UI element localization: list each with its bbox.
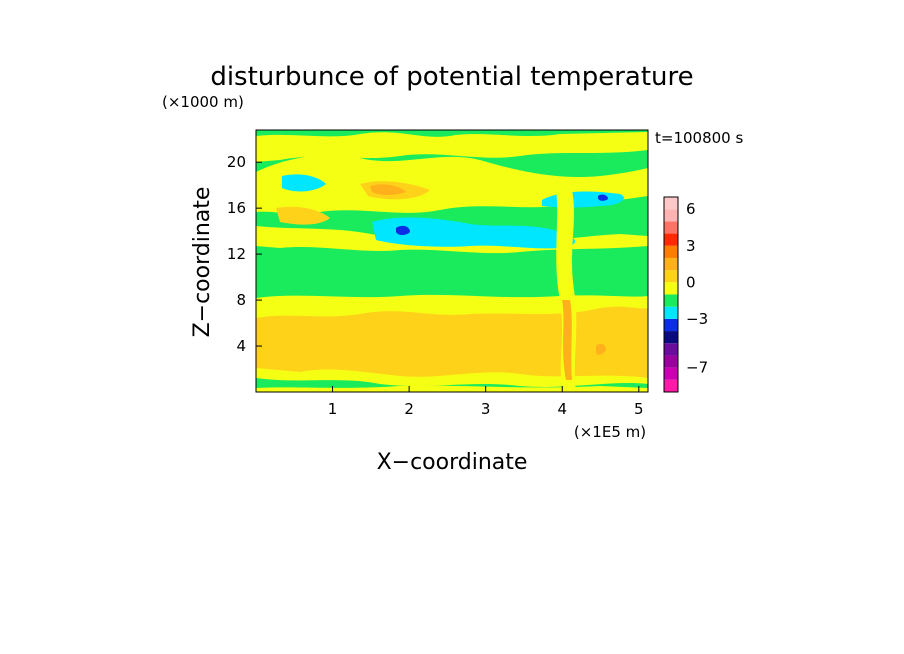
x-tick-label: 1 — [328, 400, 338, 418]
y-tick-label: 16 — [227, 199, 246, 217]
x-tick-label: 4 — [557, 400, 567, 418]
field-bottom-yellow — [256, 385, 648, 392]
colorbar-tick-label: 6 — [686, 200, 696, 218]
field-blue-core-right — [598, 194, 608, 201]
x-tick-label: 2 — [404, 400, 414, 418]
y-unit-label: (×1000 m) — [162, 93, 244, 111]
field-lower-orange — [256, 306, 648, 378]
colorbar-swatch — [664, 343, 678, 356]
colorbar-swatch — [664, 221, 678, 234]
field-cyan-left — [282, 174, 326, 192]
chart-title: disturbunce of potential temperature — [210, 62, 693, 92]
x-tick-label: 3 — [481, 400, 491, 418]
colorbar-swatch — [664, 282, 678, 295]
colorbar-swatch — [664, 257, 678, 271]
colorbar-swatch — [664, 270, 678, 283]
y-axis-ticks: 4 8 12 16 20 — [227, 153, 262, 355]
colorbar-swatch — [664, 318, 678, 332]
y-axis-title: Z−coordinate — [190, 187, 215, 338]
colorbar-swatch — [664, 355, 678, 368]
y-tick-label: 20 — [227, 153, 246, 171]
colorbar-tick-label: 0 — [686, 273, 696, 291]
x-tick-label: 5 — [634, 400, 644, 418]
field-cyan-mid — [372, 217, 575, 249]
x-unit-label: (×1E5 m) — [574, 423, 646, 441]
plot-frame — [255, 129, 649, 393]
y-tick-label: 12 — [227, 245, 246, 263]
colorbar-swatch — [664, 367, 678, 380]
field-orange-blob-left — [276, 206, 330, 225]
field-jet-orange — [562, 300, 572, 380]
colorbar-tick-label: −3 — [686, 310, 708, 328]
field-orange-spot — [596, 343, 606, 355]
field-top-yellow — [256, 132, 648, 162]
y-tick-label: 4 — [236, 337, 246, 355]
colorbar-swatch — [664, 209, 678, 222]
colorbar-swatch — [664, 294, 678, 307]
colorbar: 6 3 0 −3 −7 — [663, 196, 708, 393]
colorbar-swatch — [664, 233, 678, 246]
colorbar-frame — [663, 196, 679, 393]
colorbar-tick-label: −7 — [686, 359, 708, 377]
colorbar-swatch — [664, 197, 678, 210]
x-axis-ticks: 1 2 3 4 5 — [328, 386, 644, 418]
time-label: t=100800 s — [655, 129, 743, 147]
colorbar-swatch — [664, 306, 678, 319]
colorbar-tick-label: 3 — [686, 237, 696, 255]
colorbar-swatch — [664, 379, 678, 392]
colorbar-swatch — [664, 245, 678, 258]
field-orange-core-upper — [370, 184, 406, 195]
contour-field — [256, 130, 648, 392]
field-blue-core — [396, 225, 410, 235]
x-axis-title: X−coordinate — [377, 450, 528, 475]
y-tick-label: 8 — [236, 291, 246, 309]
colorbar-swatch — [664, 331, 678, 344]
